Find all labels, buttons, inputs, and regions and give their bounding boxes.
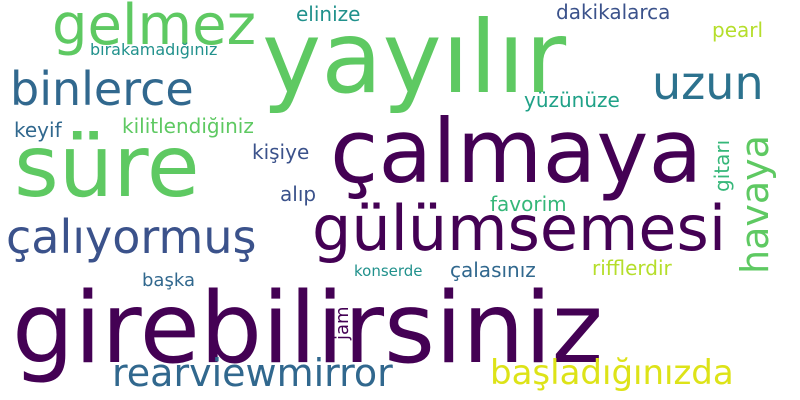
- word-havaya: havaya: [733, 135, 777, 274]
- word-gitari: gitarı: [710, 139, 734, 192]
- word-uzun: uzun: [652, 56, 764, 110]
- word-binlerce: binlerce: [10, 62, 194, 116]
- word-konserde: konserde: [354, 262, 423, 280]
- word-alip: alıp: [280, 182, 317, 206]
- word-elinize: elinize: [296, 2, 361, 26]
- word-rifflerdir: rifflerdir: [592, 256, 672, 280]
- word-yayilir: yayılır: [262, 0, 567, 116]
- word-gelmez: gelmez: [52, 0, 256, 58]
- word-yuzunuze: yüzünüze: [524, 88, 620, 112]
- word-kisiye: kişiye: [252, 140, 310, 164]
- word-gulumsemesi: gülümsemesi: [312, 192, 727, 265]
- word-calmaya: çalmaya: [330, 100, 703, 203]
- word-dakikalarca: dakikalarca: [556, 0, 671, 24]
- word-jam: jam: [332, 306, 353, 340]
- word-pearl: pearl: [712, 18, 764, 42]
- word-calasiniz: çalasınız: [450, 258, 536, 282]
- word-girebilirsiniz: girebilirsiniz: [12, 272, 604, 386]
- word-keyif: keyif: [14, 118, 62, 142]
- word-sure: süre: [14, 117, 200, 217]
- word-baska: başka: [142, 270, 195, 291]
- word-rearviewmirror: rearviewmirror: [112, 351, 393, 395]
- word-favorim: favorim: [490, 192, 567, 216]
- word-basladiginizda: başladığınızda: [490, 353, 734, 393]
- word-kilitlendiginiz: kilitlendiğiniz: [122, 114, 254, 138]
- word-caliyormus: çalıyormuş: [6, 210, 257, 264]
- word-birakamadiginiz: bırakamadığınız: [90, 40, 218, 59]
